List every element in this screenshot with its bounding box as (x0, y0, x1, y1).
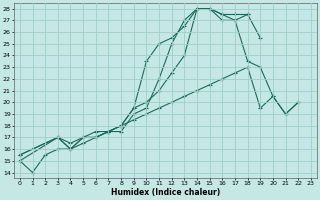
X-axis label: Humidex (Indice chaleur): Humidex (Indice chaleur) (111, 188, 220, 197)
